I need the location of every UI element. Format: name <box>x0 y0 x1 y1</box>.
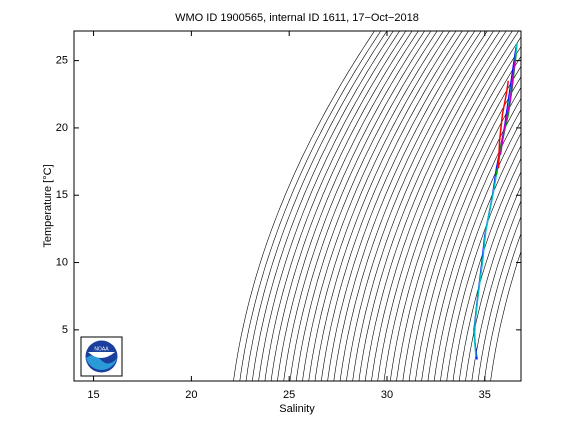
x-tick-label: 25 <box>283 389 295 401</box>
x-tick-label: 35 <box>479 389 491 401</box>
x-tick-label: 30 <box>381 389 393 401</box>
y-tick-label: 25 <box>56 55 68 67</box>
y-axis-label: Temperature [°C] <box>42 164 54 247</box>
y-tick-label: 20 <box>56 122 68 134</box>
y-tick-label: 5 <box>62 324 68 336</box>
chart-title: WMO ID 1900565, internal ID 1611, 17−Oct… <box>175 12 419 24</box>
y-tick-label: 10 <box>56 256 68 268</box>
noaa-logo: NOAA <box>81 337 122 376</box>
x-tick-label: 20 <box>185 389 197 401</box>
x-tick-label: 15 <box>87 389 99 401</box>
logo-text: NOAA <box>94 346 109 352</box>
x-axis-label: Salinity <box>279 403 315 415</box>
y-tick-label: 15 <box>56 189 68 201</box>
